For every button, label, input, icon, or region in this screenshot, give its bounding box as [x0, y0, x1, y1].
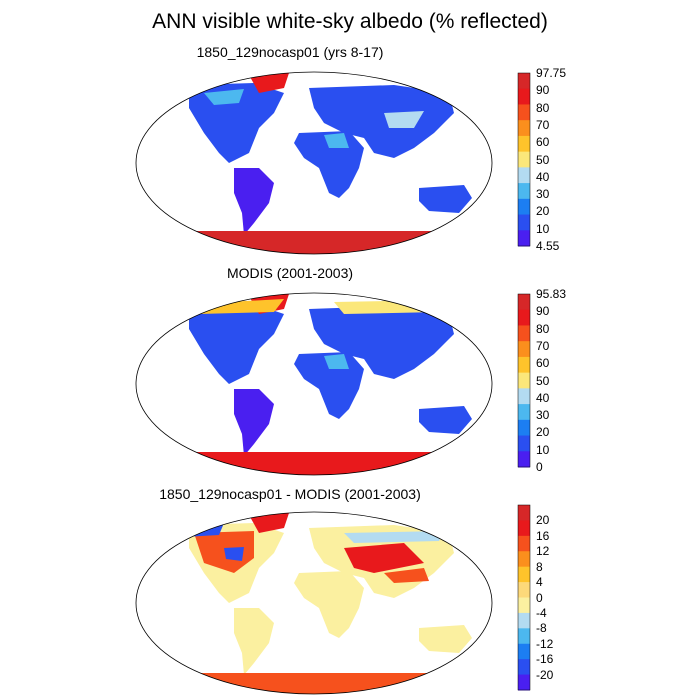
colorbar-3-label: -20 — [536, 667, 554, 682]
colorbar-1-label: 4.55 — [536, 239, 560, 253]
colorbar-3-swatch — [518, 674, 530, 691]
figure-title: ANN visible white-sky albedo (% reflecte… — [152, 10, 548, 33]
colorbar-2-swatch — [518, 451, 530, 468]
colorbar-1-swatch — [518, 151, 530, 168]
colorbar-3-swatch — [518, 643, 530, 660]
colorbar-3-label: 16 — [536, 528, 550, 543]
colorbar-3-swatch — [518, 566, 530, 583]
colorbar-1-label: 70 — [536, 117, 550, 132]
colorbar-1-swatch — [518, 73, 530, 90]
colorbar-2-swatch — [518, 435, 530, 452]
colorbar-1-label: 60 — [536, 135, 550, 150]
colorbar-3-label: -4 — [536, 605, 547, 620]
colorbar-3-label: 4 — [536, 575, 543, 590]
colorbar-3-swatch — [518, 659, 530, 676]
panel-2-title: MODIS (2001-2003) — [226, 265, 354, 281]
colorbar-1-label: 20 — [536, 204, 550, 219]
colorbar-2-swatch — [518, 325, 530, 342]
colorbar-3-swatch — [518, 551, 530, 568]
colorbar-3-swatch — [518, 582, 530, 598]
colorbar-1-swatch — [518, 214, 530, 231]
colorbar-2-swatch — [518, 388, 530, 405]
colorbar-2 — [517, 293, 531, 468]
colorbar-1-swatch — [518, 104, 530, 121]
colorbar-2-label: 30 — [536, 408, 550, 423]
colorbar-2-label: 20 — [536, 425, 550, 440]
colorbar-1-swatch — [518, 198, 530, 216]
colorbar-2-swatch — [518, 309, 530, 326]
panel-3-title: 1850_129nocasp01 - MODIS (2001-2003) — [159, 486, 421, 502]
colorbar-1-label: 50 — [536, 152, 550, 167]
colorbar-2-swatch — [518, 341, 530, 358]
colorbar-2-label: 40 — [536, 390, 550, 405]
colorbar-2-label: 10 — [536, 442, 550, 457]
colorbar-2-swatch — [518, 419, 530, 437]
colorbar-3-label: -16 — [536, 652, 554, 667]
colorbar-2-swatch — [518, 372, 530, 389]
colorbar-1-label: 40 — [536, 169, 550, 184]
colorbar-2-label: 60 — [536, 356, 550, 371]
colorbar-2-swatch — [518, 404, 530, 421]
map-panel-2 — [135, 292, 493, 476]
colorbar-2-label: 95.83 — [536, 287, 567, 301]
colorbar-2-label: 70 — [536, 338, 550, 353]
colorbar-2-swatch — [518, 356, 530, 374]
colorbar-2-label: 80 — [536, 321, 550, 336]
colorbar-1-label: 80 — [536, 100, 550, 115]
panel-1-title: 1850_129nocasp01 (yrs 8-17) — [196, 44, 384, 60]
colorbar-3-swatch — [518, 628, 530, 645]
colorbar-1-label: 10 — [536, 221, 550, 236]
colorbar-1-swatch — [518, 167, 530, 184]
colorbar-3-swatch — [518, 535, 530, 552]
colorbar-3-swatch — [518, 520, 530, 537]
colorbar-3-swatch — [518, 597, 530, 614]
map-panel-3 — [135, 511, 493, 695]
colorbar-2-label: 50 — [536, 373, 550, 388]
colorbar-1-swatch — [518, 135, 530, 153]
colorbar-3-swatch — [518, 612, 530, 629]
colorbar-1-swatch — [518, 230, 530, 247]
colorbar-1 — [517, 72, 531, 247]
colorbar-3-label: 8 — [536, 559, 543, 574]
colorbar-1-label: 97.75 — [536, 66, 567, 80]
colorbar-1-label: 30 — [536, 187, 550, 202]
colorbar-3-label: 12 — [536, 544, 550, 559]
map-panel-1 — [135, 71, 493, 255]
colorbar-1-label: 90 — [536, 83, 550, 98]
colorbar-2-label: 0 — [536, 460, 543, 474]
colorbar-2-label: 90 — [536, 304, 550, 319]
colorbar-2-swatch — [518, 294, 530, 311]
colorbar-1-swatch — [518, 183, 530, 200]
colorbar-3-label: 0 — [536, 590, 543, 605]
colorbar-3-swatch — [518, 505, 530, 521]
colorbar-3-label: -12 — [536, 636, 554, 651]
colorbar-1-swatch — [518, 120, 530, 137]
colorbar-1-swatch — [518, 88, 530, 105]
colorbar-3 — [517, 504, 531, 691]
colorbar-3-label: 20 — [536, 513, 550, 528]
colorbar-3-label: -8 — [536, 621, 547, 636]
